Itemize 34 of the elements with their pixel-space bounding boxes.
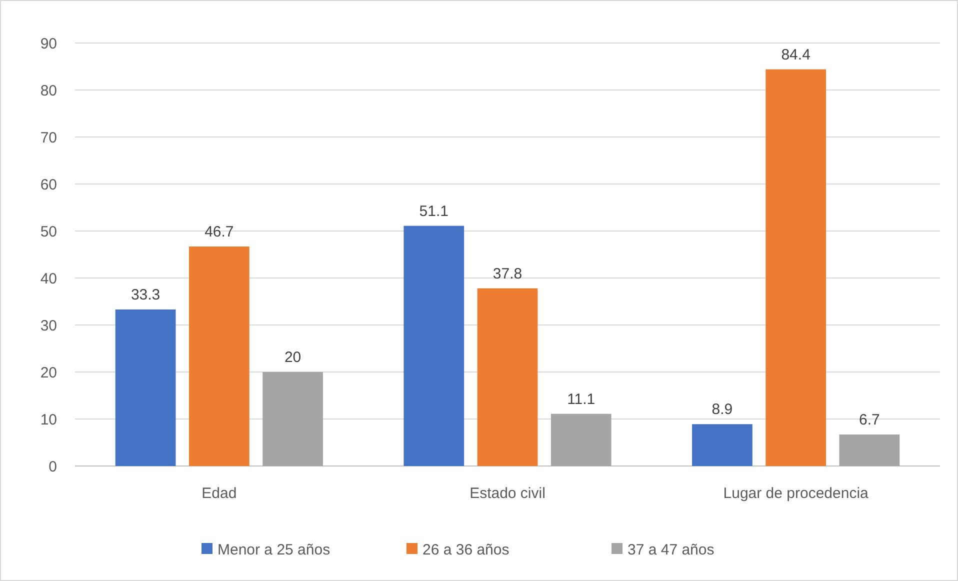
data-label: 84.4 (781, 46, 810, 64)
y-tick-label: 60 (40, 176, 57, 194)
bar (404, 226, 464, 466)
data-label: 33.3 (130, 286, 160, 304)
y-tick-label: 40 (40, 270, 57, 288)
legend-label: Menor a 25 años (218, 541, 330, 558)
y-tick-label: 0 (48, 458, 57, 476)
y-tick-label: 50 (40, 223, 57, 240)
y-tick-label: 20 (40, 364, 57, 382)
bar (188, 246, 250, 466)
x-tick-label: Edad (202, 485, 237, 502)
x-tick-label: Lugar de procedencia (723, 485, 870, 502)
legend-label: 37 a 47 años (628, 541, 714, 558)
legend-label: 26 a 36 años (422, 541, 510, 558)
x-tick-label: Estado civil (470, 485, 546, 502)
bar (262, 372, 323, 466)
data-label: 11.1 (567, 390, 596, 408)
bar (692, 424, 752, 466)
y-tick-label: 90 (40, 35, 57, 52)
bar (115, 309, 176, 466)
bar (839, 434, 900, 466)
data-label: 37.8 (492, 265, 522, 282)
y-tick-label: 30 (40, 317, 57, 334)
bar (766, 69, 826, 466)
data-label: 20 (284, 349, 302, 366)
data-label: 51.1 (419, 202, 448, 220)
data-label: 6.7 (859, 412, 880, 429)
y-tick-label: 10 (40, 411, 57, 428)
y-tick-label: 70 (40, 129, 57, 146)
bar (550, 414, 612, 466)
y-tick-label: 80 (40, 82, 57, 100)
data-label: 46.7 (204, 224, 234, 241)
data-label: 8.9 (712, 401, 733, 418)
bar (477, 288, 538, 466)
